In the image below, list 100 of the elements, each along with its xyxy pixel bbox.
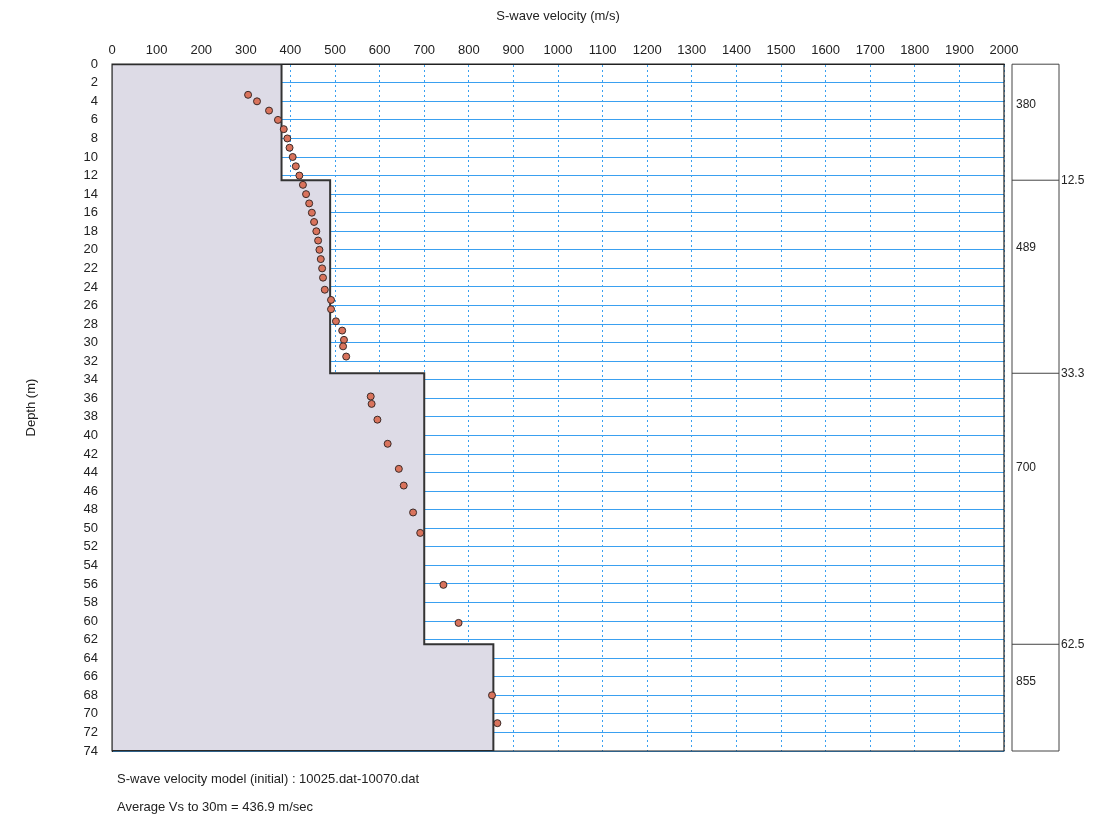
point <box>327 305 336 314</box>
point <box>283 134 292 143</box>
point <box>288 153 297 162</box>
ref-line-label: 12.5 <box>1061 172 1085 187</box>
x-tick-label: 900 <box>502 41 525 57</box>
x-tick-label: 0 <box>108 41 116 57</box>
y-tick-label: 32 <box>83 352 99 368</box>
point <box>383 439 392 448</box>
x-tick-label: 1300 <box>677 41 707 57</box>
x-tick-label: 1600 <box>811 41 841 57</box>
y-tick-label: 28 <box>83 315 99 331</box>
ref-line-label: 33.3 <box>1061 365 1085 380</box>
x-tick-label: 1900 <box>944 41 974 57</box>
y-tick-label: 24 <box>83 278 99 294</box>
x-tick-label: 2000 <box>989 41 1019 57</box>
y-tick-label: 0 <box>90 55 99 71</box>
x-tick-label: 1400 <box>721 41 751 57</box>
x-tick-label: 700 <box>413 41 436 57</box>
point <box>273 115 282 124</box>
point <box>338 326 347 335</box>
y-axis-title: Depth (m) <box>23 378 39 437</box>
point <box>291 162 300 171</box>
y-tick-label: 56 <box>83 575 99 591</box>
point <box>305 199 314 208</box>
point <box>302 190 311 199</box>
y-tick-label: 48 <box>83 501 99 517</box>
x-tick-label: 200 <box>190 41 213 57</box>
text: 700 <box>1016 460 1037 475</box>
point <box>339 335 348 344</box>
point <box>339 342 348 351</box>
y-tick-label: 60 <box>83 612 99 628</box>
point <box>319 273 327 282</box>
x-tick-label: 800 <box>457 41 480 57</box>
x-tick-label: 1800 <box>900 41 930 57</box>
y-tick-label: 52 <box>83 538 99 554</box>
point <box>454 618 463 627</box>
point <box>320 285 329 294</box>
text: 380 <box>1016 97 1037 112</box>
point <box>279 125 288 134</box>
y-tick-label: 4 <box>90 92 99 108</box>
point <box>244 90 253 99</box>
y-tick-label: 12 <box>83 167 99 183</box>
point <box>253 97 261 106</box>
point <box>488 691 497 700</box>
y-tick-label: 74 <box>83 742 99 758</box>
text: 855 <box>1016 673 1037 688</box>
text: 489 <box>1016 240 1037 255</box>
x-tick-label: 1200 <box>632 41 662 57</box>
y-tick-label: 62 <box>83 631 99 647</box>
y-tick-label: 66 <box>83 668 99 684</box>
y-tick-label: 40 <box>83 427 99 443</box>
y-tick-label: 36 <box>83 389 99 405</box>
y-tick-label: 6 <box>90 111 99 127</box>
x-tick-label: 1500 <box>766 41 796 57</box>
y-tick-label: 2 <box>90 74 99 90</box>
point <box>416 528 425 537</box>
y-tick-label: 18 <box>83 222 99 238</box>
y-tick-label: 44 <box>83 464 99 480</box>
y-tick-label: 34 <box>83 371 99 387</box>
y-tick-label: 64 <box>83 649 99 665</box>
point <box>366 392 375 401</box>
x-tick-label: 100 <box>145 41 168 57</box>
point <box>439 580 448 589</box>
point <box>315 245 324 254</box>
x-tick-label: 1000 <box>543 41 573 57</box>
x-tick-label: 500 <box>324 41 346 57</box>
x-axis-title: S-wave velocity (m/s) <box>496 8 620 24</box>
point <box>298 180 307 189</box>
point <box>367 399 376 408</box>
y-tick-label: 22 <box>83 259 99 275</box>
y-tick-label: 72 <box>83 724 99 740</box>
text: Average Vs to 30m = 436.9 m/sec <box>117 798 314 814</box>
point <box>312 227 321 236</box>
point <box>318 264 327 273</box>
point <box>493 719 502 728</box>
x-tick-label: 1100 <box>588 41 617 57</box>
point <box>316 255 325 264</box>
point <box>409 508 418 517</box>
point <box>307 208 316 217</box>
y-tick-label: 10 <box>83 148 99 164</box>
point <box>399 481 408 490</box>
y-tick-label: 16 <box>83 204 99 220</box>
y-tick-label: 14 <box>83 185 99 201</box>
y-tick-label: 54 <box>83 556 99 572</box>
y-tick-label: 38 <box>83 408 99 424</box>
point <box>331 317 340 326</box>
y-tick-label: 58 <box>83 594 99 610</box>
text: S-wave velocity model (initial) : 10025.dat-10070.dat <box>117 770 420 786</box>
point <box>310 217 319 226</box>
y-tick-label: 8 <box>90 130 99 146</box>
y-tick-label: 68 <box>83 686 99 702</box>
point <box>394 464 403 473</box>
point <box>295 171 304 180</box>
point <box>342 352 351 361</box>
point <box>314 236 323 245</box>
ref-line-label: 62.5 <box>1061 636 1085 651</box>
y-tick-label: 50 <box>83 519 99 535</box>
point <box>285 143 294 152</box>
y-tick-label: 42 <box>83 445 99 461</box>
y-tick-label: 46 <box>83 482 99 498</box>
